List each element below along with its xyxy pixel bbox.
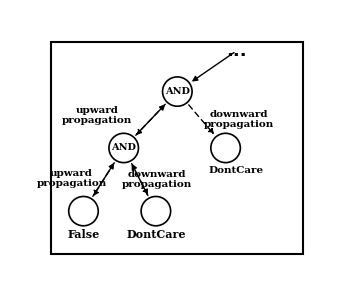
Text: DontCare: DontCare [209, 166, 264, 175]
Text: DontCare: DontCare [126, 229, 185, 240]
Ellipse shape [211, 133, 240, 163]
Ellipse shape [163, 77, 192, 106]
Text: downward
propagation: downward propagation [122, 170, 192, 189]
Text: upward
propagation: upward propagation [36, 169, 107, 188]
Text: ...: ... [226, 42, 247, 60]
Ellipse shape [69, 197, 98, 226]
Ellipse shape [141, 197, 171, 226]
Text: AND: AND [165, 87, 190, 96]
Text: downward
propagation: downward propagation [204, 110, 274, 130]
Ellipse shape [109, 133, 138, 163]
Text: AND: AND [111, 144, 136, 152]
Text: False: False [67, 229, 100, 240]
Text: upward
propagation: upward propagation [62, 105, 132, 125]
